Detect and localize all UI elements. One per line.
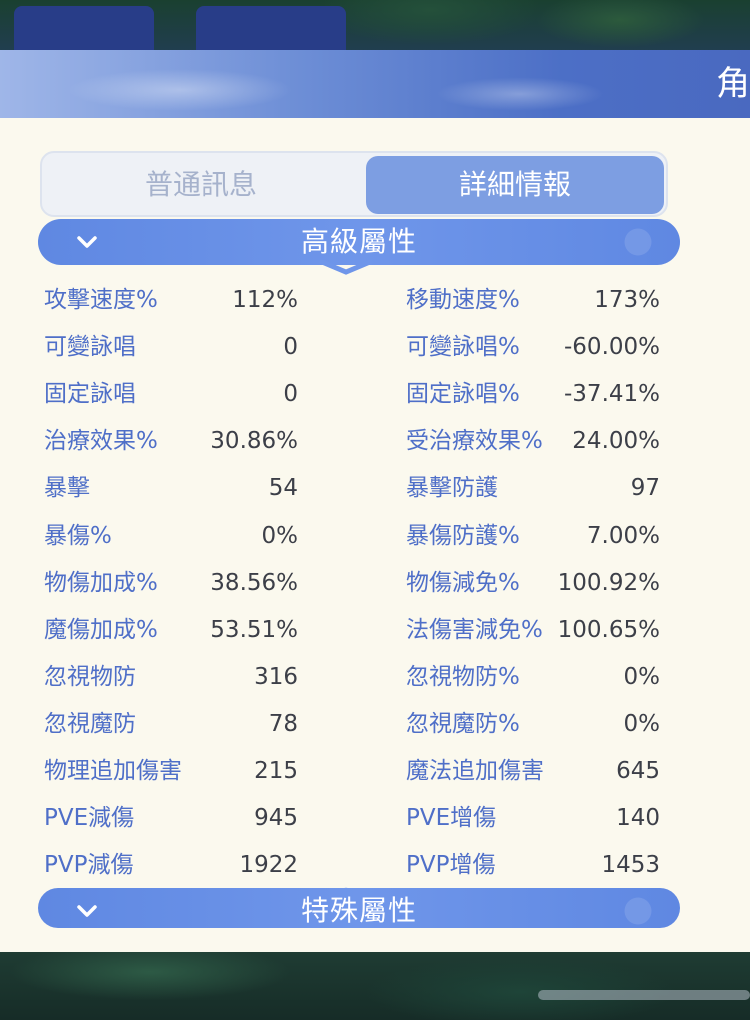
stat-value: 53.51% [210, 616, 298, 643]
stat-row: 魔法追加傷害 645 [406, 751, 660, 791]
stat-row: 法傷害減免% 100.65% [406, 610, 660, 650]
stat-value: 1453 [601, 852, 660, 879]
stat-value: 173% [594, 287, 660, 313]
stat-label: 暴傷防護% [406, 522, 520, 549]
home-indicator[interactable] [538, 990, 750, 1000]
stat-value: 215 [254, 758, 298, 784]
stat-row: PVE增傷 140 [406, 798, 660, 838]
stat-value: 100.65% [557, 616, 660, 643]
stat-label: 忽視物防 [44, 663, 136, 690]
stat-value: 1922 [239, 852, 298, 879]
stat-row: 忽視魔防% 0% [406, 704, 660, 744]
stat-label: 固定詠唱% [406, 381, 520, 408]
stat-row: 固定詠唱 0 [44, 374, 298, 414]
stat-label: 魔傷加成% [44, 616, 158, 643]
section-header-special[interactable]: 特殊屬性 [38, 888, 680, 928]
stat-label: 暴傷% [44, 522, 112, 549]
stat-row: 攻擊速度% 112% [44, 280, 298, 320]
stat-value: 0 [283, 381, 298, 408]
stat-label: PVP增傷 [406, 852, 496, 879]
stat-row: 暴擊 54 [44, 468, 298, 508]
stat-row: 可變詠唱 0 [44, 327, 298, 367]
stat-value: 78 [268, 710, 298, 737]
stat-label: 固定詠唱 [44, 381, 136, 408]
stat-row: 忽視物防 316 [44, 657, 298, 697]
stat-row: 暴傷% 0% [44, 516, 298, 556]
stat-row: 暴傷防護% 7.00% [406, 516, 660, 556]
stat-value: -60.00% [564, 334, 660, 361]
character-info-panel: 普通訊息 詳細情報 高級屬性 攻擊速度% 112% 可變詠唱 0 固定詠唱 0 治療效果% 3… [0, 118, 750, 952]
stat-row: 物理追加傷害 215 [44, 751, 298, 791]
stat-value: -37.41% [564, 381, 660, 408]
section-title-advanced: 高級屬性 [300, 225, 417, 258]
chevron-down-icon [77, 236, 97, 248]
background-rock [14, 6, 154, 52]
chevron-down-icon [77, 905, 97, 917]
stat-value: 100.92% [557, 569, 660, 596]
stat-row: 可變詠唱% -60.00% [406, 327, 660, 367]
stat-label: 魔法追加傷害 [406, 758, 544, 784]
stat-label: 暴擊 [44, 475, 90, 502]
tab-detailed-info[interactable]: 詳細情報 [366, 156, 664, 214]
ribbon-knot-icon [319, 260, 373, 275]
stat-value: 0 [283, 334, 298, 361]
stat-value: 0% [623, 663, 661, 690]
stat-label: 受治療效果% [406, 428, 543, 455]
stat-value: 38.56% [210, 569, 298, 596]
stat-label: 可變詠唱 [44, 334, 136, 361]
stat-row: 受治療效果% 24.00% [406, 421, 660, 461]
stat-label: 暴擊防護 [406, 475, 498, 502]
stat-label: PVP減傷 [44, 852, 134, 879]
stat-row: PVP減傷 1922 [44, 845, 298, 885]
stat-label: 移動速度% [406, 287, 520, 313]
stat-label: 攻擊速度% [44, 287, 158, 313]
stat-value: 316 [254, 663, 298, 690]
stat-value: 945 [254, 805, 298, 832]
stat-row: 暴擊防護 97 [406, 468, 660, 508]
stat-value: 140 [616, 805, 660, 832]
stat-row: PVE減傷 945 [44, 798, 298, 838]
stat-label: 忽視物防% [406, 663, 520, 690]
stat-value: 112% [232, 287, 298, 313]
stat-label: 物理追加傷害 [44, 758, 182, 784]
stat-row: 物傷減免% 100.92% [406, 563, 660, 603]
stat-row: 治療效果% 30.86% [44, 421, 298, 461]
game-background-bottom [0, 952, 750, 1020]
stat-label: 物傷加成% [44, 569, 158, 596]
stat-row: 移動速度% 173% [406, 280, 660, 320]
stat-label: 法傷害減免% [406, 616, 543, 643]
stat-row: 忽視魔防 78 [44, 704, 298, 744]
background-rock [196, 6, 346, 52]
stat-label: 物傷減免% [406, 569, 520, 596]
stat-value: 0% [261, 522, 299, 549]
window-title: 角 [716, 64, 750, 104]
stat-row: 魔傷加成% 53.51% [44, 610, 298, 650]
stat-row: PVP增傷 1453 [406, 845, 660, 885]
tab-normal-info[interactable]: 普通訊息 [144, 168, 257, 201]
stat-row: 物傷加成% 38.56% [44, 563, 298, 603]
stat-value: 54 [268, 475, 298, 502]
stat-label: 忽視魔防 [44, 710, 136, 737]
section-title-special: 特殊屬性 [300, 894, 417, 927]
stat-value: 24.00% [572, 428, 660, 455]
stat-value: 97 [630, 475, 660, 502]
stat-value: 7.00% [586, 522, 660, 549]
stat-label: 可變詠唱% [406, 334, 520, 361]
stat-value: 0% [623, 710, 661, 737]
stat-value: 30.86% [210, 428, 298, 455]
stat-label: PVE增傷 [406, 805, 497, 832]
stat-label: PVE減傷 [44, 805, 135, 832]
window-header: 角 [0, 50, 750, 118]
stat-label: 治療效果% [44, 428, 158, 455]
stat-label: 忽視魔防% [406, 710, 520, 737]
stat-value: 645 [616, 758, 660, 784]
section-header-advanced[interactable]: 高級屬性 [38, 219, 680, 265]
stat-row: 忽視物防% 0% [406, 657, 660, 697]
tab-bar: 普通訊息 詳細情報 [40, 151, 668, 217]
stat-row: 固定詠唱% -37.41% [406, 374, 660, 414]
